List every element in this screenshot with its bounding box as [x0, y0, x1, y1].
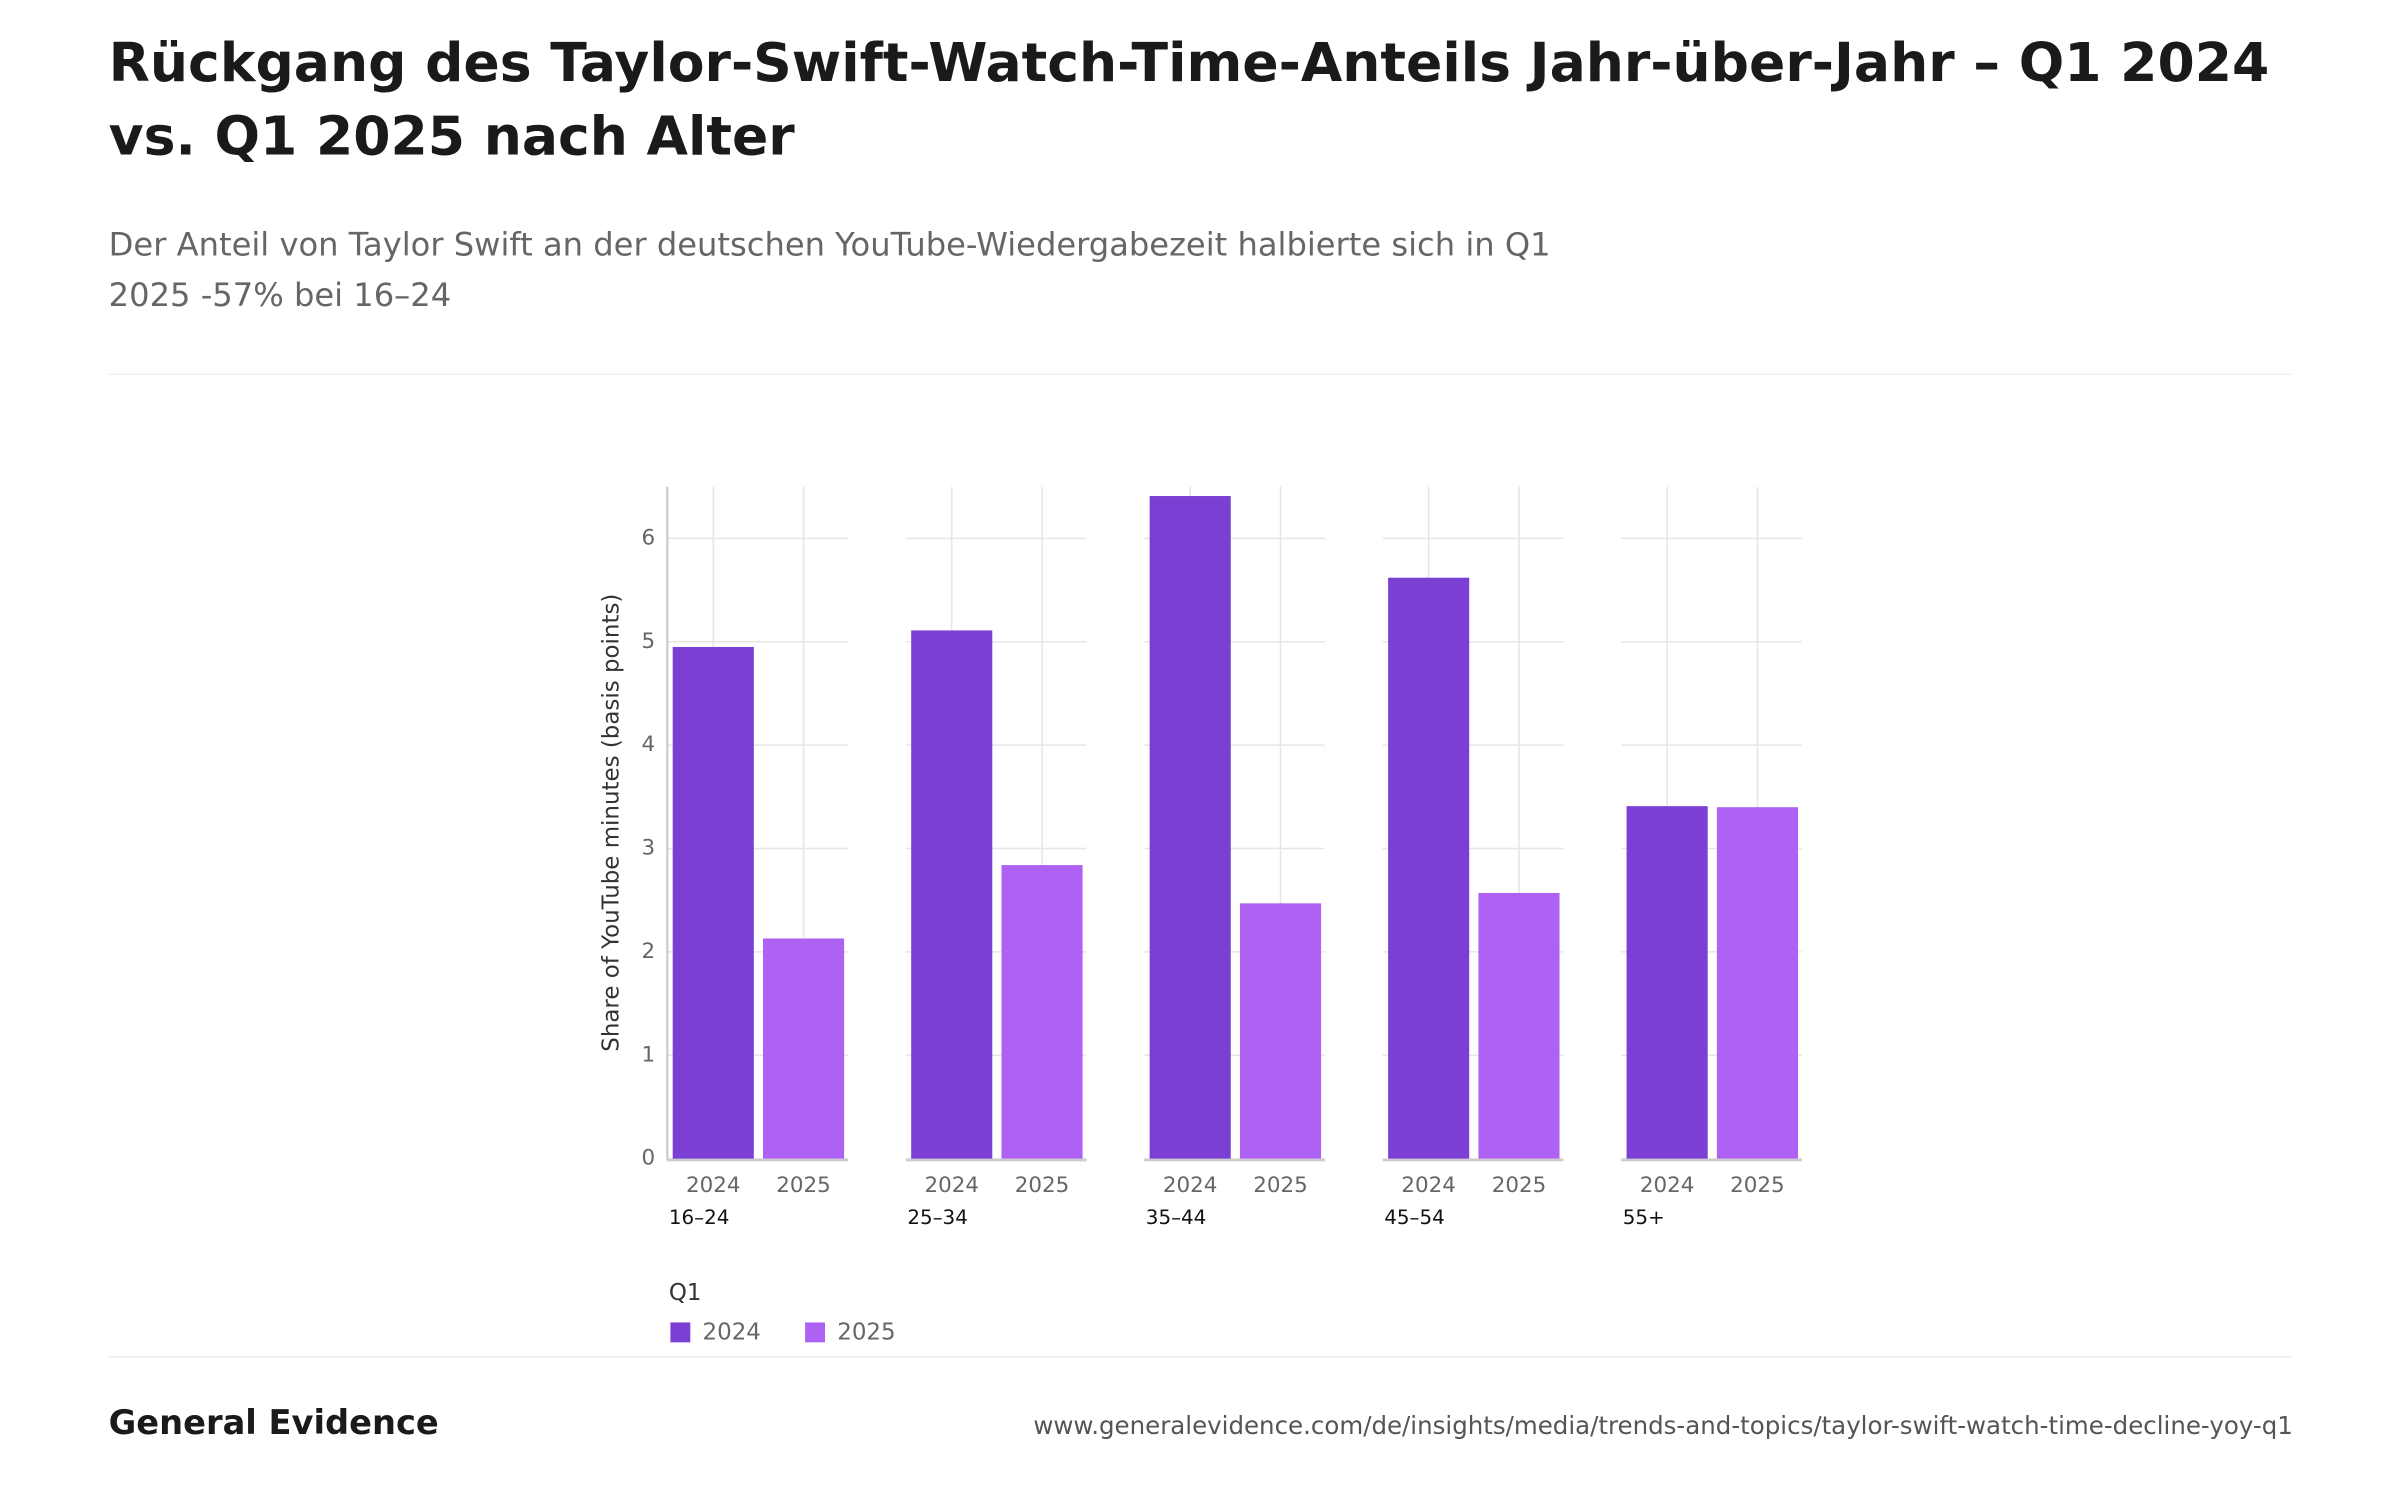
bar — [911, 630, 993, 1159]
bar — [1001, 865, 1083, 1159]
chart-subtitle: Der Anteil von Taylor Swift an der deuts… — [108, 226, 1551, 314]
facet-label: 35–44 — [1146, 1206, 1207, 1229]
y-tick-label: 4 — [641, 732, 655, 757]
bar — [1149, 496, 1231, 1159]
x-tick-label: 2025 — [1015, 1173, 1069, 1198]
legend-label: 2024 — [703, 1320, 761, 1346]
bar — [1716, 807, 1798, 1159]
y-axis-label: Share of YouTube minutes (basis points) — [599, 594, 625, 1052]
brand: General Evidence — [108, 1405, 439, 1444]
facet-label: 16–24 — [669, 1206, 730, 1229]
separator — [108, 1356, 2292, 1358]
legend-swatch — [805, 1322, 825, 1343]
bar — [1388, 577, 1470, 1159]
legend-label: 2025 — [837, 1320, 895, 1346]
y-tick-label: 2 — [641, 939, 655, 964]
bar — [1478, 892, 1560, 1159]
y-tick-label: 3 — [641, 836, 655, 861]
legend-title: Q1 — [669, 1280, 702, 1306]
x-tick-label: 2025 — [1253, 1173, 1307, 1198]
x-tick-label: 2025 — [1730, 1173, 1784, 1198]
x-tick-label: 2024 — [686, 1173, 740, 1198]
legend-swatch — [670, 1322, 691, 1343]
bar — [1626, 806, 1708, 1159]
separator — [108, 373, 2292, 375]
x-tick-label: 2024 — [1401, 1173, 1455, 1198]
y-tick-label: 6 — [641, 525, 655, 550]
facet-label: 45–54 — [1384, 1206, 1445, 1229]
x-tick-label: 2024 — [924, 1173, 978, 1198]
bar — [672, 646, 754, 1159]
x-tick-label: 2025 — [776, 1173, 830, 1198]
y-tick-label: 5 — [641, 629, 655, 654]
y-tick-label: 0 — [641, 1146, 655, 1171]
x-tick-label: 2024 — [1640, 1173, 1694, 1198]
y-tick-label: 1 — [641, 1042, 655, 1067]
facet-label: 55+ — [1623, 1206, 1665, 1229]
x-tick-label: 2024 — [1163, 1173, 1217, 1198]
source-url: www.generalevidence.com/de/insights/medi… — [1033, 1411, 2293, 1441]
bar — [763, 938, 845, 1159]
chart-title: Rückgang des Taylor-Swift-Watch-Time-Ant… — [108, 33, 2270, 169]
facet-label: 25–34 — [907, 1206, 968, 1229]
bar — [1239, 903, 1322, 1159]
x-tick-label: 2025 — [1492, 1173, 1546, 1198]
